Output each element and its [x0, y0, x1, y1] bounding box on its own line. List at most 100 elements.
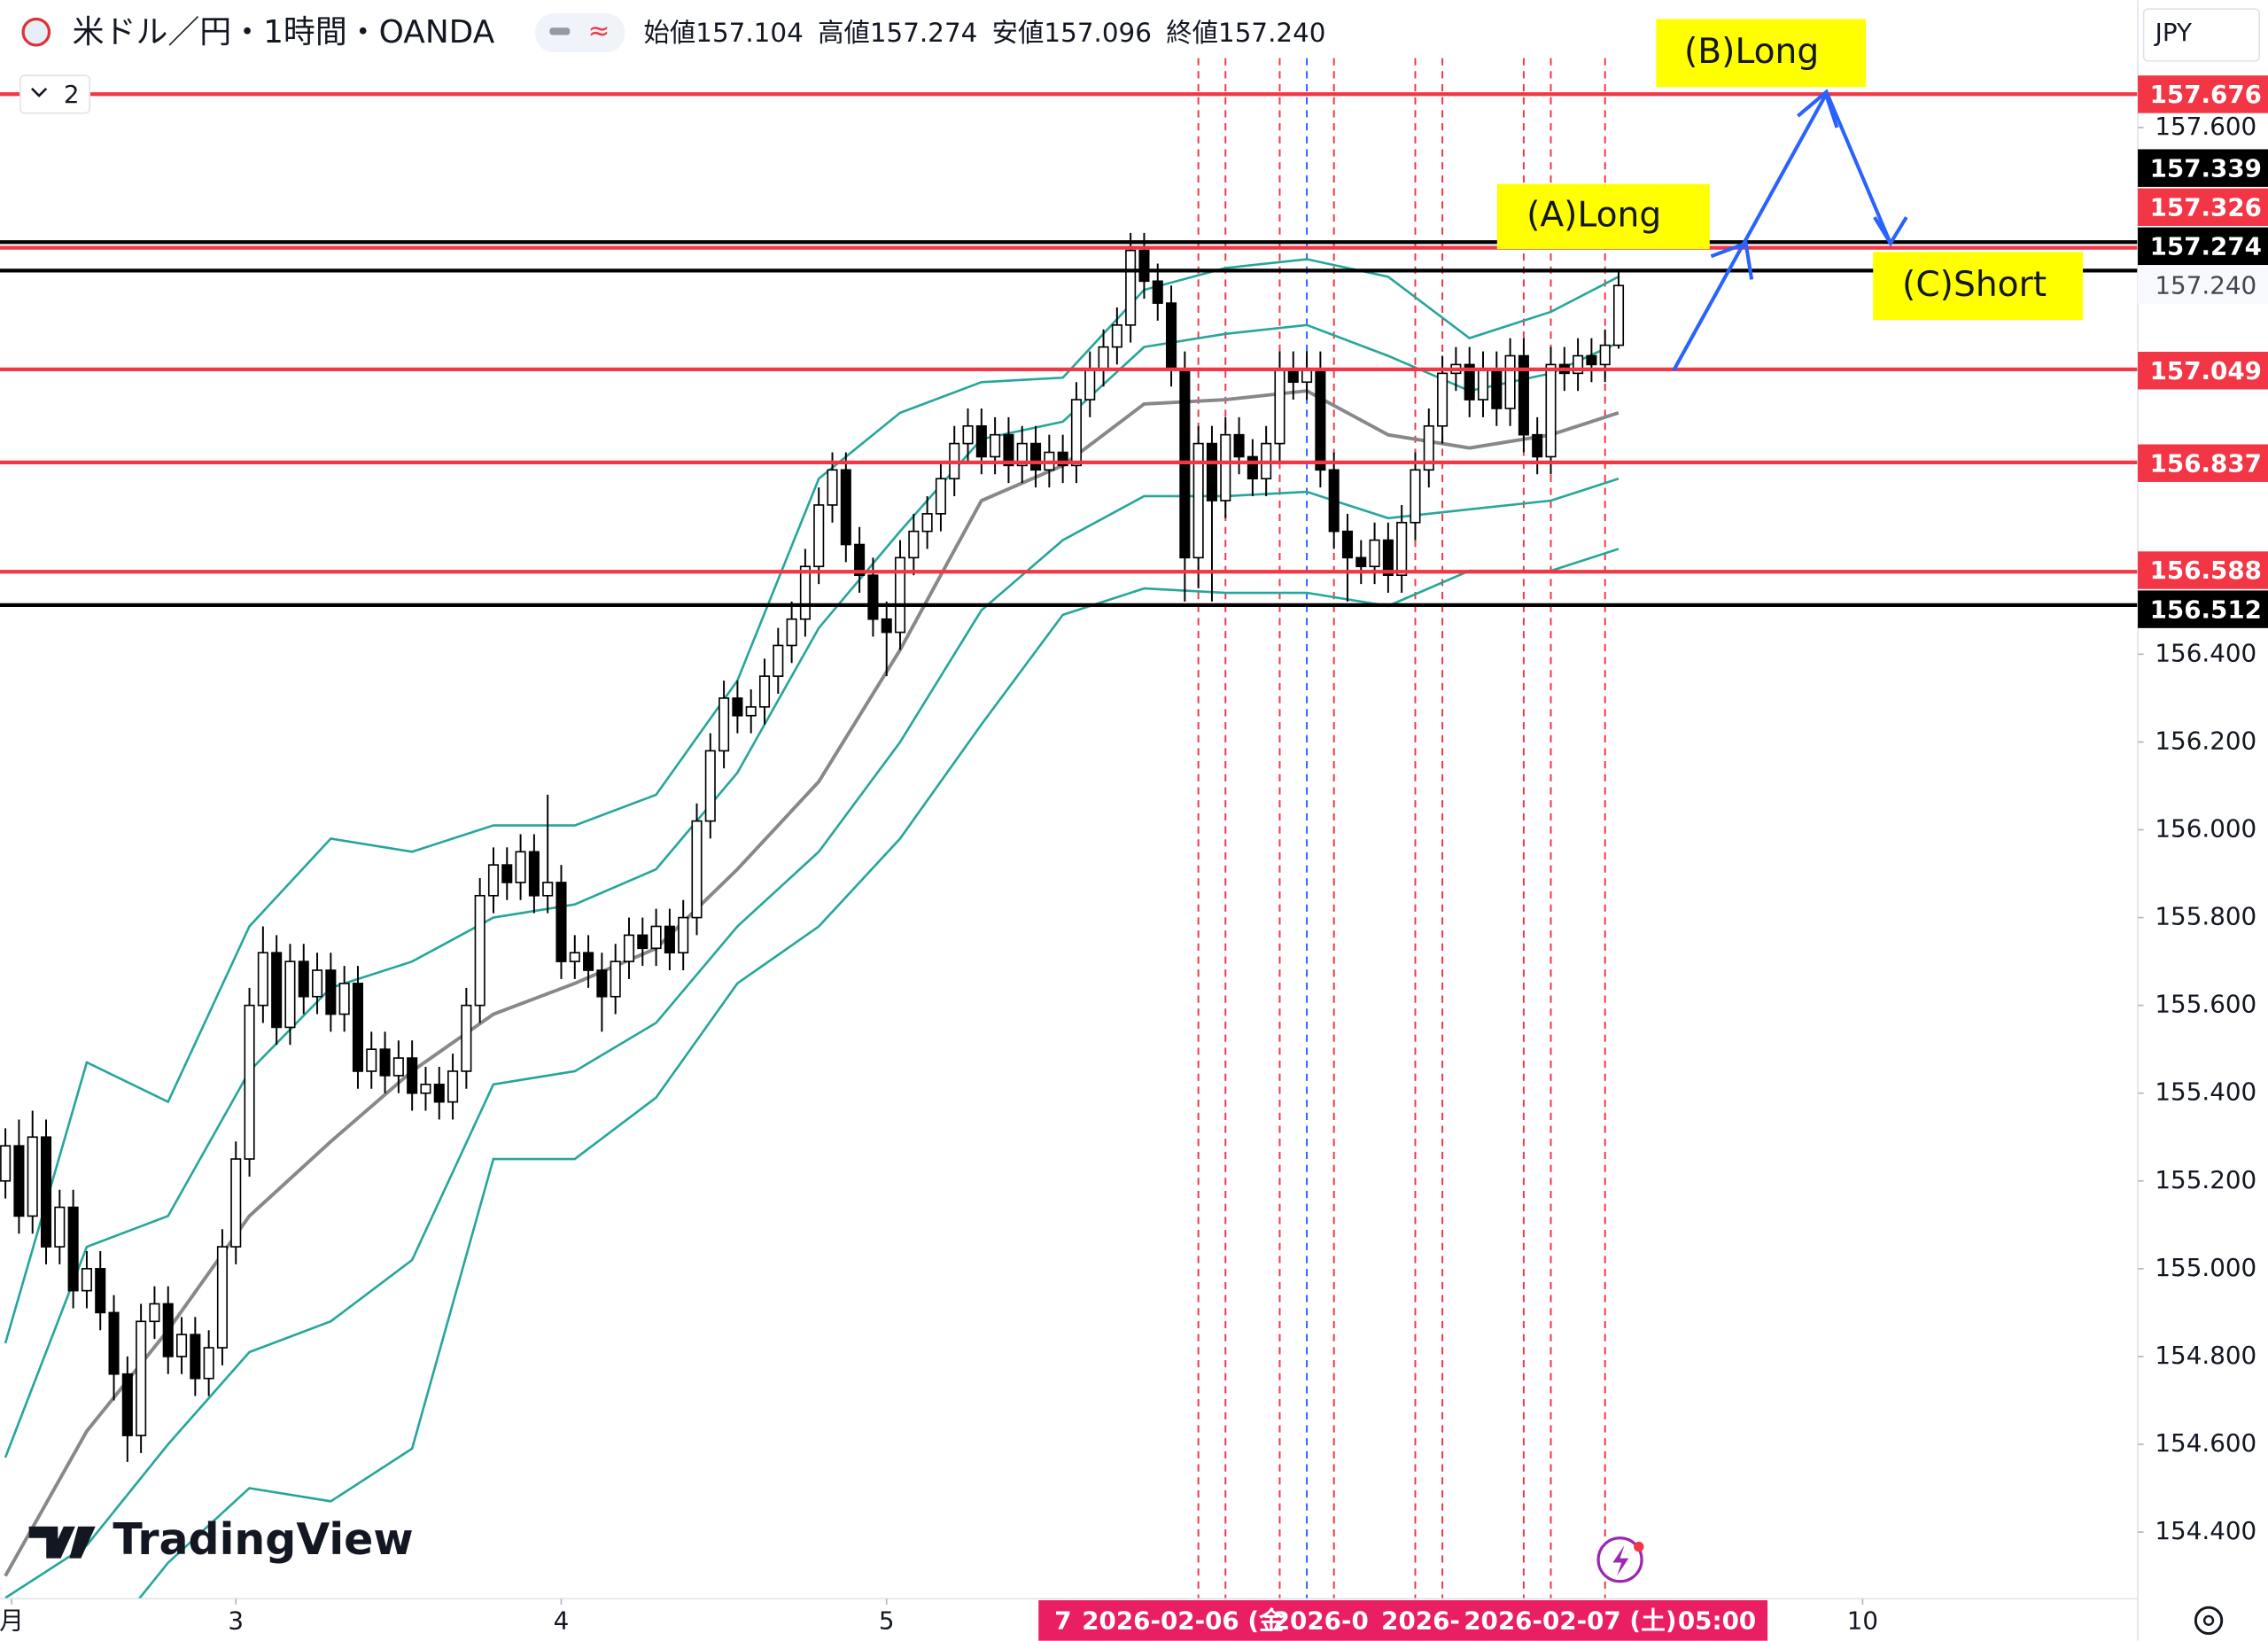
indicator-toggle[interactable] [19, 74, 91, 114]
candle-body [176, 1334, 188, 1357]
price-label-bg [2138, 188, 2268, 226]
x-tick-label: 3 [228, 1606, 244, 1635]
ohlc-value: 157.096 [1044, 17, 1151, 47]
candle-body [244, 1004, 255, 1160]
ohlc-value: 157.104 [695, 17, 803, 47]
candle-body [284, 960, 296, 1029]
candle-body [1355, 556, 1367, 568]
candle-body [149, 1303, 160, 1323]
y-tick-label: 156.000 [2155, 814, 2256, 844]
badges[interactable] [535, 12, 625, 53]
indicator-count: 2 [64, 80, 80, 109]
candle-body [40, 1136, 52, 1248]
candle-body [894, 556, 906, 634]
candle-body [596, 969, 608, 998]
candle-body [1084, 368, 1096, 401]
candle-body [257, 952, 268, 1007]
ohlc-label: 始値 [644, 17, 696, 47]
candle-body [1504, 354, 1516, 409]
candle-body [487, 864, 500, 897]
y-tick-label: 155.400 [2155, 1077, 2256, 1107]
candle-body [1220, 433, 1231, 502]
price-label: 156.512 [2150, 595, 2262, 624]
candle-body [758, 675, 771, 708]
candle-body [962, 424, 974, 445]
candle-body [1016, 442, 1028, 467]
price-label-bg [2138, 75, 2268, 113]
lightning [1612, 1544, 1629, 1576]
price-label: 157.339 [2150, 153, 2262, 183]
candle-body [1233, 433, 1245, 458]
candle-body [1464, 363, 1475, 401]
annotation: (B)Long [1684, 32, 1819, 72]
y-tick-label: 154.400 [2155, 1516, 2256, 1545]
candle-body [1586, 354, 1597, 366]
axes: 157.600 156.400 156.200 156.000 155.800 155.6… [0, 75, 2268, 1641]
candle-body [379, 1048, 391, 1077]
candle-body [1612, 284, 1625, 346]
candle-body [881, 618, 892, 634]
candle-body [840, 469, 851, 546]
candle-body [203, 1347, 214, 1380]
candle-body [81, 1268, 92, 1292]
candle-body [1396, 521, 1408, 577]
time-highlight [1038, 1600, 1768, 1641]
candle-body [1030, 442, 1042, 471]
candle-body [1315, 368, 1326, 471]
price-label-bg [2138, 352, 2268, 390]
y-tick-label: 155.200 [2155, 1165, 2256, 1194]
candle-body [569, 952, 580, 962]
annotation-box [1656, 19, 1867, 88]
arrowhead [1873, 216, 1908, 247]
logo [28, 1526, 96, 1559]
candle-body [1166, 302, 1177, 370]
candle-body [1111, 324, 1122, 348]
candle-body [1477, 368, 1489, 401]
candle-body [474, 894, 485, 1007]
notification-dot [1634, 1541, 1644, 1552]
price-label: 157.049 [2150, 356, 2262, 385]
time-label: 2026-02-06 (金 [1082, 1606, 1284, 1635]
settings-icon[interactable] [2194, 1606, 2224, 1636]
candle-body [27, 1136, 38, 1217]
candle-body [298, 960, 309, 998]
annotation: (C)Short [1902, 265, 2047, 305]
candle-body [1003, 433, 1014, 467]
ohlc-label: 高値 [818, 17, 870, 47]
candle-body [813, 504, 825, 568]
candle-body [1423, 424, 1434, 471]
candle-body [216, 1246, 228, 1349]
candle-body [921, 513, 933, 533]
candle-body [1125, 249, 1137, 326]
currency-button[interactable] [2142, 8, 2261, 62]
candle-body [515, 851, 526, 883]
price-label-bg [2138, 227, 2268, 266]
candle-body [1057, 451, 1068, 467]
watermark-text: TradingView [113, 1514, 413, 1565]
candle-body [407, 1057, 418, 1094]
y-tick-label: 157.600 [2155, 112, 2256, 141]
flag-icon [21, 17, 51, 47]
candle-body [1410, 469, 1421, 524]
candle-body [352, 983, 364, 1072]
price-label: 157.274 [2150, 231, 2262, 261]
bollinger-band [137, 548, 1619, 1599]
candle-body [501, 864, 513, 883]
price-label: 156.588 [2150, 556, 2262, 585]
bollinger-band [4, 477, 1619, 1599]
candle-body [338, 983, 350, 1015]
candle-body [528, 851, 540, 897]
symbol: 米ドル／円・1時間・OANDA [73, 14, 495, 51]
candle-body [935, 478, 946, 515]
candle-body [1573, 354, 1584, 375]
y-tick-label: 155.000 [2155, 1253, 2256, 1282]
candle-body [610, 960, 621, 998]
candle-body [867, 574, 879, 620]
candle-body [1532, 433, 1543, 458]
candle-body [121, 1373, 133, 1436]
arrowhead [1797, 89, 1839, 128]
x-tick-label: 5 [879, 1606, 895, 1635]
candle-body [623, 934, 635, 962]
y-tick-label: 154.600 [2155, 1428, 2256, 1458]
